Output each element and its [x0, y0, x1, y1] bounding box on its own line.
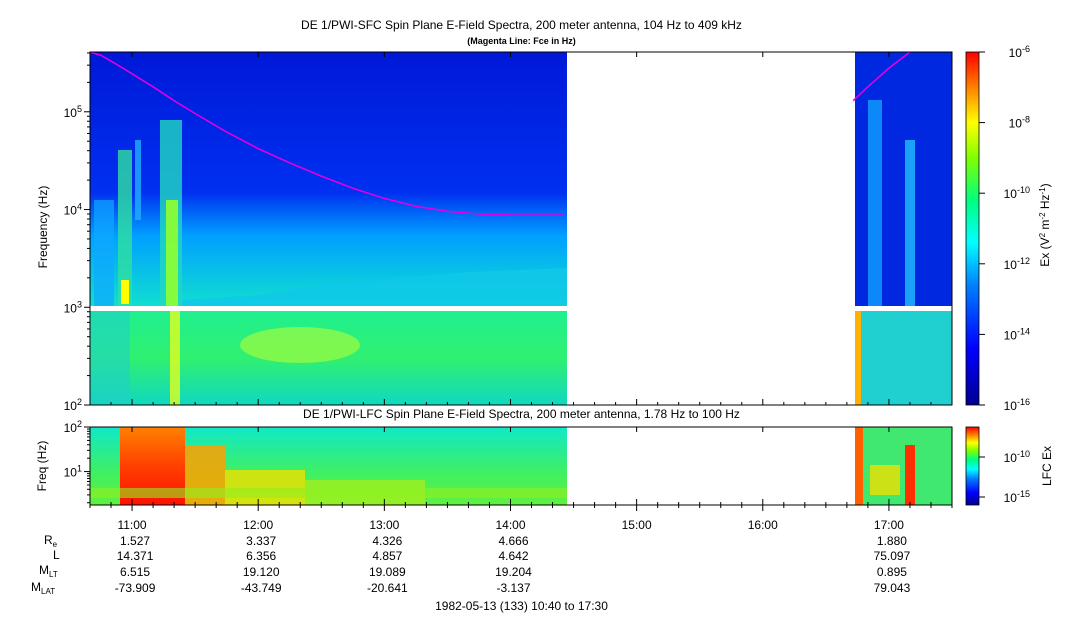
- lfc-y-axis-title: Freq (Hz): [35, 440, 49, 492]
- axis-layer: 102 103 104 105 102 101 10-6 10-8 10-10 10-12 10-1…: [64, 44, 1030, 595]
- ephemeris-value: 6.356: [246, 549, 276, 563]
- sfc-y-tick-label: 102: [64, 397, 82, 413]
- ephemeris-value: 75.097: [874, 549, 911, 563]
- lfc-late-block: [855, 427, 952, 505]
- ephem-label-mlat: MLAT: [31, 580, 56, 596]
- lfc-late-hot-1: [855, 427, 863, 505]
- ephemeris-value: -3.137: [496, 581, 530, 595]
- ephemeris-value: 19.204: [495, 565, 532, 579]
- ephemeris-value: -43.749: [241, 581, 282, 595]
- ephemeris-value: 3.337: [246, 534, 276, 548]
- sfc-plasma-band: [180, 268, 567, 307]
- ephemeris-value: 19.089: [369, 565, 406, 579]
- ephem-label-re: Re: [44, 533, 58, 549]
- sfc-colorbar-tick-label: 10-6: [1009, 44, 1030, 60]
- x-tick-label: 14:00: [495, 518, 525, 532]
- lfc-colorbar-frame: [965, 426, 980, 506]
- sfc-burst-5: [94, 200, 114, 307]
- lfc-y-tick-label: 102: [64, 419, 82, 435]
- lfc-colorbar-tick-label: 10-15: [1004, 489, 1030, 505]
- lfc-chart-title: DE 1/PWI-LFC Spin Plane E-Field Spectra,…: [303, 407, 740, 421]
- sfc-y-tick-label: 103: [64, 299, 82, 315]
- sfc-burst-4: [166, 200, 178, 307]
- ephemeris-value: 19.120: [243, 565, 280, 579]
- sfc-low-hot-2: [240, 327, 360, 363]
- sfc-late-burst: [868, 100, 882, 307]
- sfc-colorbar-frame: [965, 51, 980, 406]
- sfc-late-hot: [855, 311, 861, 405]
- ephemeris-value: 0.895: [877, 565, 907, 579]
- fce-line: [90, 52, 563, 216]
- sfc-colorbar-tick-label: 10-10: [1004, 185, 1030, 201]
- lfc-frame: [89, 426, 953, 506]
- ephemeris-value: 1.880: [877, 534, 907, 548]
- ephemeris-value: 14.371: [117, 549, 154, 563]
- time-range-footer: 1982-05-13 (133) 10:40 to 17:30: [435, 599, 608, 613]
- lfc-colorbar: [966, 427, 979, 505]
- sfc-spectrogram: [90, 52, 952, 405]
- x-tick-label: 15:00: [622, 518, 652, 532]
- ephemeris-value: 4.857: [372, 549, 402, 563]
- lfc-data-gap: [567, 427, 855, 505]
- ephem-label-mlt: MLT: [39, 563, 58, 579]
- x-tick-label: 11:00: [117, 518, 146, 532]
- sfc-colorbar-tick-label: 10-12: [1004, 256, 1030, 272]
- sfc-burst-6: [135, 140, 141, 220]
- x-tick-label: 17:00: [874, 518, 904, 532]
- lfc-y-tick-label: 101: [64, 464, 82, 480]
- sfc-late-burst-2: [905, 140, 915, 307]
- sfc-colorbar-tick-label: 10-16: [1004, 397, 1030, 413]
- ephemeris-value: 4.326: [372, 534, 402, 548]
- ephemeris-value: -73.909: [115, 581, 156, 595]
- sfc-low-hot-1: [170, 311, 180, 405]
- lfc-colorbar-title: LFC Ex: [1040, 446, 1054, 487]
- sfc-y-axis-title: Frequency (Hz): [36, 185, 50, 269]
- fce-line-late: [852, 52, 911, 102]
- lfc-floor: [90, 488, 567, 498]
- ephemeris-value: 1.527: [120, 534, 150, 548]
- sfc-y-tick-label: 105: [64, 104, 82, 120]
- sfc-low-left: [90, 311, 130, 405]
- sfc-chart-title: DE 1/PWI-SFC Spin Plane E-Field Spectra,…: [301, 18, 742, 32]
- sfc-colorbar-tick-label: 10-14: [1004, 326, 1030, 342]
- sfc-colorbar: [966, 52, 979, 405]
- sfc-burst-2: [121, 280, 129, 304]
- sfc-frame: [89, 51, 953, 406]
- sfc-colorbar-title: Ex (V2 m-2 Hz-1): [1038, 183, 1052, 267]
- ephemeris-value: 4.666: [498, 534, 528, 548]
- x-tick-label: 12:00: [243, 518, 273, 532]
- lfc-late-hot-2: [905, 445, 915, 505]
- lfc-colorbar-tick-label: 10-10: [1004, 449, 1030, 465]
- sfc-channel-separator: [90, 306, 952, 311]
- lfc-warm-region-2: [225, 470, 305, 505]
- sfc-chart-subtitle: (Magenta Line: Fce in Hz): [467, 36, 576, 46]
- lfc-late-hot-3: [870, 465, 900, 495]
- ephemeris-value: 4.642: [498, 549, 528, 563]
- sfc-late-low: [855, 311, 952, 405]
- ephem-label-l: L: [53, 548, 60, 562]
- ephemeris-value: 79.043: [874, 581, 911, 595]
- x-tick-label: 16:00: [748, 518, 778, 532]
- ephemeris-value: 6.515: [120, 565, 150, 579]
- sfc-data-gap: [567, 52, 855, 405]
- lfc-spectrogram: [90, 427, 952, 505]
- ephemeris-value: -20.641: [367, 581, 408, 595]
- x-tick-label: 13:00: [369, 518, 399, 532]
- sfc-y-tick-label: 104: [64, 202, 82, 218]
- sfc-colorbar-tick-label: 10-8: [1009, 115, 1030, 131]
- sfc-burst-1: [118, 150, 132, 307]
